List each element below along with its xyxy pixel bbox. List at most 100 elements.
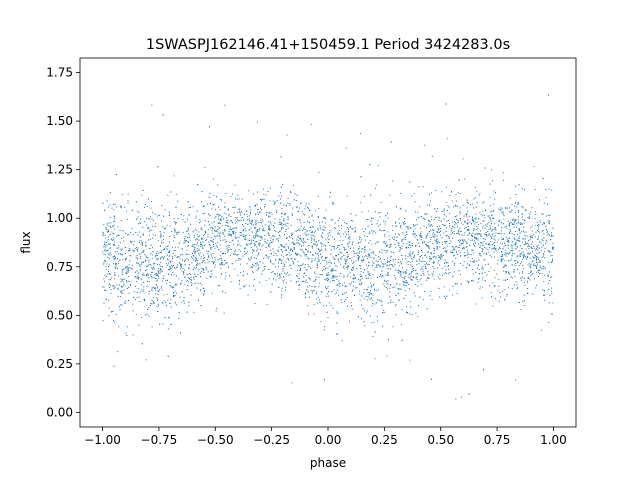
data-point	[116, 287, 118, 289]
data-point	[485, 234, 487, 235]
data-point	[228, 228, 230, 230]
data-point	[377, 219, 379, 221]
data-point	[424, 255, 426, 257]
data-point	[534, 211, 536, 213]
data-point	[487, 249, 489, 250]
data-point	[534, 224, 536, 226]
data-point	[132, 303, 133, 305]
data-point	[391, 237, 393, 239]
data-point	[484, 247, 486, 248]
data-point	[496, 273, 498, 275]
data-point	[483, 201, 485, 203]
data-point	[410, 245, 412, 246]
data-point	[373, 269, 375, 271]
data-point	[113, 278, 115, 280]
data-point	[410, 262, 412, 264]
data-point	[176, 292, 177, 294]
data-point	[457, 246, 459, 248]
data-point	[249, 235, 251, 237]
data-point	[392, 326, 394, 328]
data-point	[163, 257, 164, 259]
data-point	[346, 257, 348, 259]
data-point	[281, 287, 283, 289]
data-point	[363, 249, 365, 251]
data-point	[183, 271, 184, 273]
data-point	[420, 239, 422, 241]
data-point	[145, 256, 147, 258]
data-point	[247, 190, 249, 192]
data-point	[114, 275, 116, 276]
data-point	[357, 254, 359, 256]
data-point	[345, 266, 347, 268]
data-point	[151, 271, 152, 273]
data-point	[333, 245, 335, 247]
data-point	[360, 265, 362, 267]
data-point	[363, 258, 365, 260]
data-point	[474, 217, 476, 219]
data-point	[390, 256, 392, 258]
data-point	[494, 285, 496, 287]
data-point	[237, 194, 239, 196]
data-point	[386, 274, 388, 276]
data-point	[190, 294, 192, 296]
data-point	[433, 268, 435, 269]
data-point	[159, 270, 161, 272]
data-point	[439, 228, 441, 229]
data-point	[198, 253, 200, 255]
data-point	[527, 256, 529, 258]
data-point	[338, 217, 340, 219]
data-point	[154, 226, 156, 228]
data-point	[195, 239, 196, 241]
data-point	[459, 230, 461, 232]
data-point	[371, 293, 373, 295]
data-point	[272, 225, 274, 227]
data-point	[372, 295, 374, 297]
data-point	[117, 226, 119, 228]
data-point	[117, 234, 119, 236]
data-point	[334, 293, 336, 295]
data-point	[108, 279, 110, 281]
data-point	[126, 271, 128, 273]
data-point	[384, 243, 386, 245]
data-point	[410, 271, 412, 273]
data-point	[197, 299, 199, 301]
data-point	[506, 244, 508, 246]
data-point	[125, 258, 127, 260]
data-point	[503, 238, 505, 240]
data-point	[321, 292, 323, 294]
data-point	[194, 243, 196, 245]
data-point	[499, 219, 501, 221]
data-point	[109, 248, 111, 250]
data-point	[273, 203, 275, 205]
data-point	[358, 238, 360, 240]
data-point	[359, 283, 361, 285]
data-point	[146, 280, 148, 282]
data-point	[344, 231, 346, 233]
data-point	[266, 256, 268, 258]
data-point	[440, 253, 442, 255]
data-point	[344, 292, 346, 294]
data-point	[203, 294, 205, 296]
data-point	[346, 233, 348, 235]
data-point	[279, 219, 281, 221]
data-point	[423, 217, 425, 219]
data-point	[514, 219, 516, 221]
data-point	[162, 323, 164, 325]
data-point	[257, 212, 259, 214]
data-point	[199, 252, 201, 254]
data-point	[523, 257, 524, 259]
data-point	[250, 247, 252, 248]
data-point	[491, 214, 493, 216]
data-point	[358, 278, 360, 280]
data-point	[545, 239, 547, 241]
data-point	[360, 271, 362, 273]
data-point	[548, 322, 550, 323]
data-point	[454, 262, 456, 264]
data-point	[103, 246, 105, 248]
data-point	[548, 302, 550, 304]
data-point	[215, 245, 217, 247]
data-point	[126, 279, 128, 281]
data-point	[521, 248, 523, 249]
data-point	[505, 271, 507, 273]
data-point	[524, 209, 526, 211]
